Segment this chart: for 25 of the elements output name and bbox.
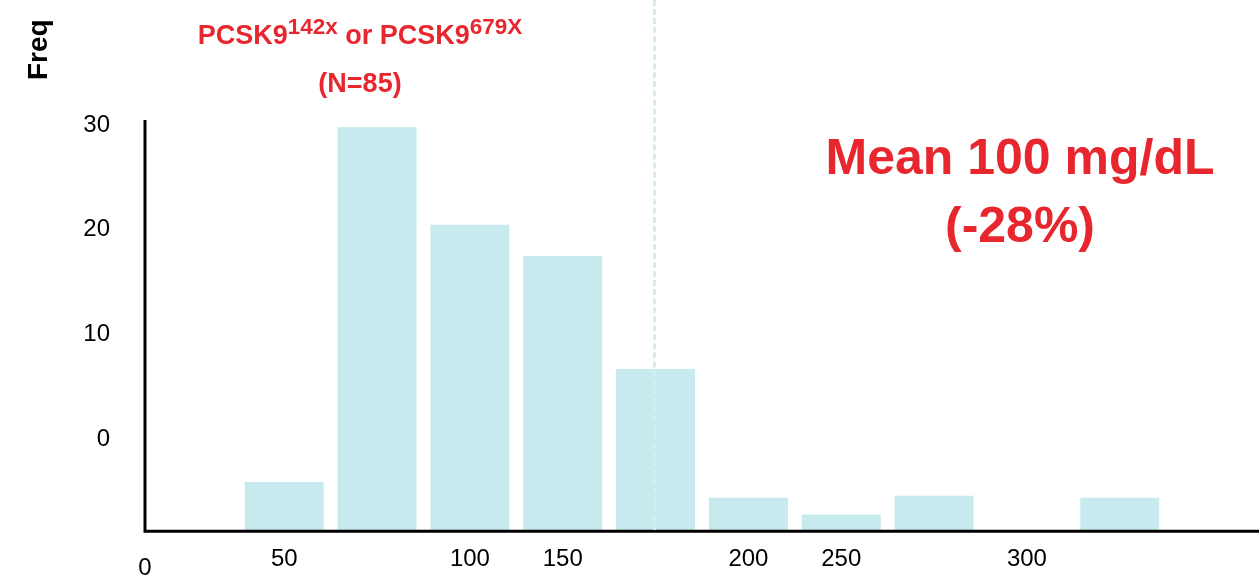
bar xyxy=(337,127,417,532)
x-tick-label: 300 xyxy=(1006,544,1047,572)
annotation: Mean 100 mg/dL xyxy=(824,128,1216,186)
bar xyxy=(616,369,696,532)
x-tick-label: 150 xyxy=(542,544,583,572)
y-axis-title: Freq xyxy=(22,19,54,80)
bar xyxy=(894,495,974,532)
bar xyxy=(523,256,603,532)
text: (N=85) xyxy=(317,68,403,99)
x-tick-label: 100 xyxy=(449,544,490,572)
y-tick-label: 10 xyxy=(83,319,110,347)
bar xyxy=(708,497,788,532)
text: PCSK9$^{142x}$ or PCSK9$^{679X}$ xyxy=(196,14,524,51)
x-tick-label: 250 xyxy=(821,544,862,572)
bar xyxy=(430,224,510,532)
bar xyxy=(801,514,881,532)
y-tick-label: 20 xyxy=(83,214,110,242)
text: 0 xyxy=(137,553,153,581)
y-tick-label: 30 xyxy=(83,109,110,137)
bar xyxy=(1080,497,1160,532)
x-tick-label: 50 xyxy=(270,544,298,572)
y-tick-label: 0 xyxy=(96,423,110,451)
bar xyxy=(244,482,324,532)
annotation: (-28%) xyxy=(944,196,1096,254)
x-tick-label: 200 xyxy=(728,544,769,572)
